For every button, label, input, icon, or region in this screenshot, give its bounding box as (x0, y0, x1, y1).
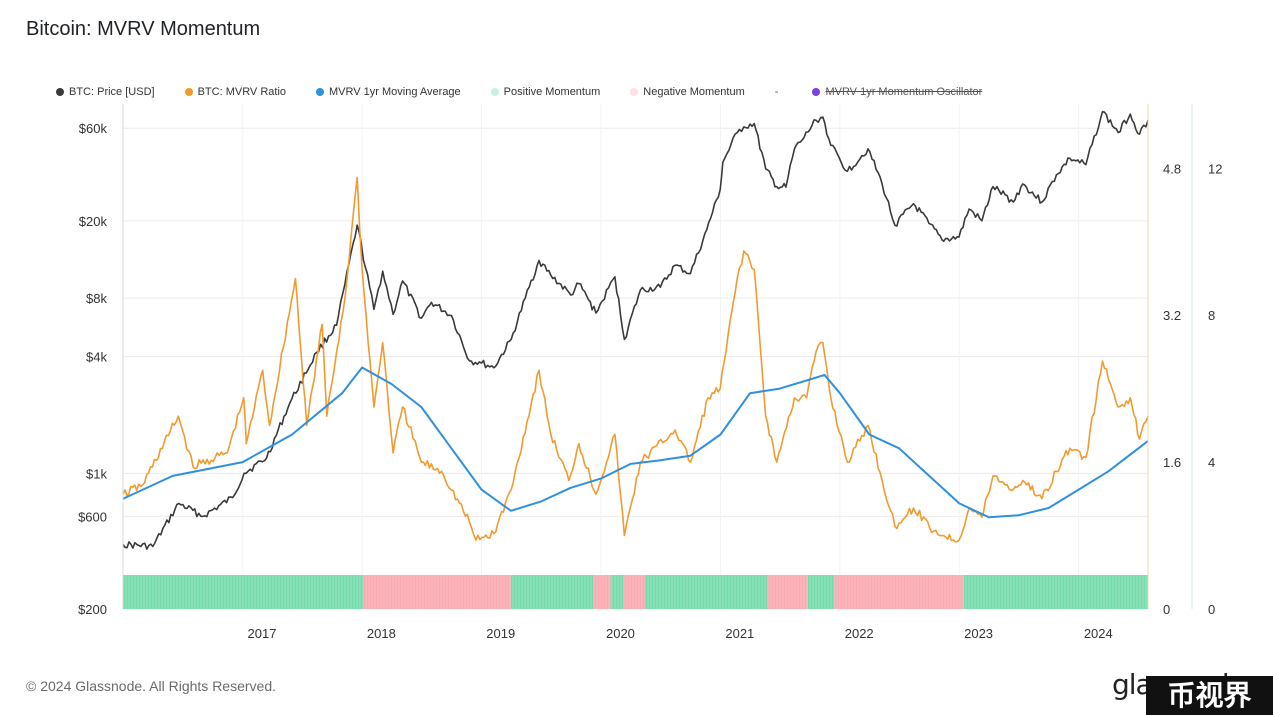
chart-title: Bitcoin: MVRV Momentum (26, 18, 261, 40)
x-tick-label: 2017 (248, 626, 277, 641)
legend-label: BTC: MVRV Ratio (197, 86, 287, 98)
copyright-footer: © 2024 Glassnode. All Rights Reserved. (26, 678, 277, 694)
momentum-bar-negative (834, 575, 964, 609)
legend-dot-icon (184, 88, 193, 96)
legend-item-moving-average[interactable]: MVRV 1yr Moving Average (316, 86, 461, 98)
y-tick-label-oscillator: 8 (1208, 308, 1215, 323)
legend-item-momentum-oscillator[interactable]: MVRV 1yr Momentum Oscillator (812, 86, 982, 98)
legend-item-mvrv-ratio[interactable]: BTC: MVRV Ratio (184, 86, 287, 98)
legend-dot-icon (316, 88, 325, 96)
momentum-bar-positive (963, 575, 1148, 609)
x-tick-label: 2019 (486, 626, 515, 641)
legend-dot-icon (630, 88, 639, 96)
legend-item-negative-momentum[interactable]: Negative Momentum (630, 86, 745, 98)
series (122, 110, 1149, 550)
x-tick-label: 2022 (845, 626, 874, 641)
axes: $60k $20k $8k $4k $1k $600 $200 4.8 3.2 1.6 0 12 8 4 0… (78, 104, 1222, 641)
y-tick-label-oscillator: 12 (1208, 161, 1222, 176)
series-line-1 (122, 176, 1149, 543)
legend-label: Positive Momentum (503, 86, 601, 98)
momentum-bar-negative (593, 575, 611, 609)
legend-item-btc-price[interactable]: BTC: Price [USD] (56, 86, 155, 98)
momentum-bar-negative (363, 575, 511, 609)
y-tick-label-mvrv: 1.6 (1163, 455, 1181, 470)
y-tick-label-oscillator: 4 (1208, 455, 1215, 470)
y-tick-label-price: $1k (86, 466, 107, 481)
momentum-bar-positive (644, 575, 768, 609)
momentum-bar-negative (767, 575, 808, 609)
momentum-bar-positive (123, 575, 364, 609)
y-tick-label-price: $200 (78, 602, 107, 617)
y-tick-label-price: $600 (78, 509, 107, 524)
legend-label: MVRV 1yr Moving Average (329, 86, 461, 98)
chart-legend: BTC: Price [USD] BTC: MVRV Ratio MVRV 1y… (56, 86, 1012, 98)
grid (123, 104, 1148, 610)
legend-item-positive-momentum[interactable]: Positive Momentum (490, 86, 601, 98)
y-tick-label-mvrv: 3.2 (1163, 308, 1181, 323)
y-tick-label-mvrv: 4.8 (1163, 161, 1181, 176)
momentum-bar-positive (510, 575, 594, 609)
x-tick-label: 2020 (606, 626, 635, 641)
x-tick-label: 2018 (367, 626, 396, 641)
momentum-bar-positive (807, 575, 835, 609)
momentum-bars (122, 575, 1148, 609)
legend-label: BTC: Price [USD] (69, 86, 155, 98)
x-tick-label: 2021 (725, 626, 754, 641)
series-line-2 (122, 366, 1149, 519)
y-tick-label-price: $4k (86, 350, 107, 365)
legend-label: Negative Momentum (643, 86, 745, 98)
y-tick-label-price: $8k (86, 291, 107, 306)
legend-separator: - (774, 86, 779, 98)
legend-dot-icon (56, 88, 64, 96)
y-tick-label-mvrv: 0 (1163, 602, 1170, 617)
x-tick-label: 2024 (1084, 626, 1113, 641)
y-tick-label-oscillator: 0 (1208, 602, 1215, 617)
series-line-0 (122, 110, 1149, 550)
legend-dot-icon (490, 88, 499, 96)
momentum-bar-positive (610, 575, 624, 609)
legend-label: MVRV 1yr Momentum Oscillator (825, 86, 983, 98)
legend-dot-icon (812, 88, 821, 96)
y-tick-label-price: $60k (79, 121, 108, 136)
y-tick-label-price: $20k (79, 214, 108, 229)
x-tick-label: 2023 (964, 626, 993, 641)
momentum-bar-negative (623, 575, 645, 609)
watermark-logo: 币视界 (1146, 676, 1273, 715)
